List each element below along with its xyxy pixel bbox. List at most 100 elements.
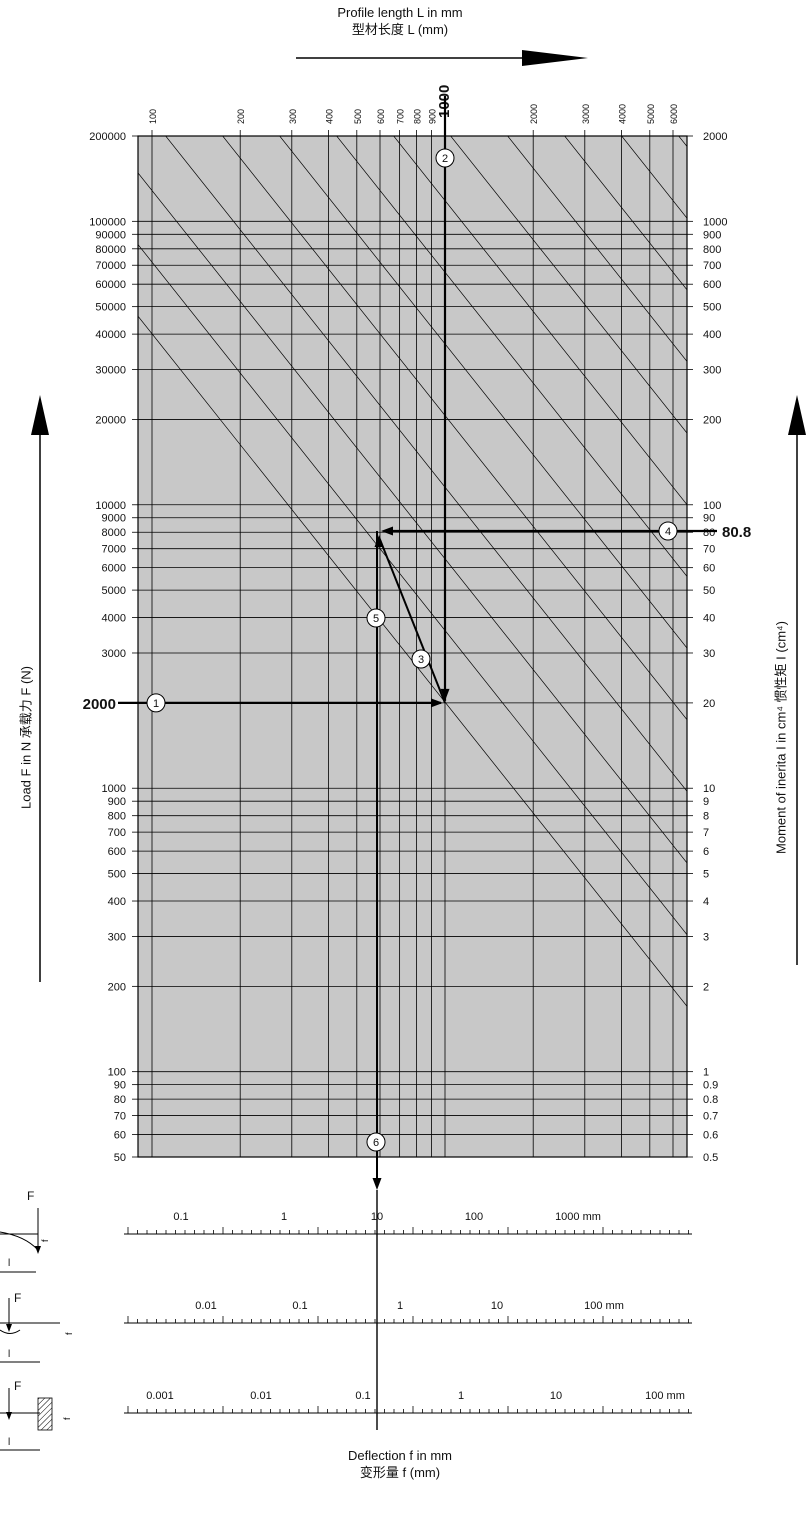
- right-tick-label: 9: [703, 796, 709, 808]
- deflection-scale-label: 1000 mm: [555, 1211, 601, 1223]
- case1-deflection-label: f: [40, 1239, 50, 1242]
- step-marker: [366, 608, 386, 628]
- left-tick-label: 50000: [95, 302, 126, 314]
- right-tick-label: 800: [703, 244, 721, 256]
- step-number: 3: [418, 654, 424, 666]
- right-tick-label: 3: [703, 931, 709, 943]
- case2-deflection-label: f: [64, 1332, 74, 1335]
- left-tick-label: 100000: [89, 216, 126, 228]
- step3-line: [378, 536, 446, 704]
- top-tick-label: 2000: [529, 104, 539, 124]
- deflection-scale-label: 100 mm: [584, 1300, 624, 1312]
- left-tick-label: 100: [108, 1067, 126, 1079]
- top-tick-label: 6000: [669, 104, 679, 124]
- deflection-scale-label: 0.1: [292, 1300, 307, 1312]
- left-tick-label: 300: [108, 931, 126, 943]
- step-marker: [658, 521, 678, 541]
- left-tick-label: 9000: [102, 513, 126, 525]
- bottom-axis-title: Deflection f in mm 变形量 f (mm): [200, 1447, 600, 1481]
- top-tick-label: 900: [428, 109, 438, 124]
- step-number: 4: [665, 526, 671, 538]
- top-tick-label: 800: [413, 109, 423, 124]
- step-marker: [411, 649, 431, 669]
- left-tick-label: 70000: [95, 260, 126, 272]
- left-tick-label: 60000: [95, 279, 126, 291]
- step-marker: [146, 693, 166, 713]
- left-tick-label: 60: [114, 1130, 126, 1142]
- top-tick-label: 5000: [646, 104, 656, 124]
- plot-area: [137, 135, 688, 1158]
- deflection-scale-label: 100 mm: [645, 1390, 685, 1402]
- right-tick-label: 80: [703, 527, 715, 539]
- deflection-scale-label: 10: [371, 1211, 383, 1223]
- case3-deflection-label: f: [62, 1417, 72, 1420]
- right-tick-label: 2000: [703, 131, 727, 143]
- right-tick-label: 400: [703, 329, 721, 341]
- left-tick-label: 8000: [102, 527, 126, 539]
- right-tick-label: 100: [703, 500, 721, 512]
- right-tick-label: 0.6: [703, 1130, 718, 1142]
- deflection-scale-label: 1: [397, 1300, 403, 1312]
- case2-force-label: F: [14, 1291, 21, 1305]
- right-tick-label: 0.8: [703, 1094, 718, 1106]
- top-tick-label: 400: [324, 109, 334, 124]
- top-tick-label: 200: [236, 109, 246, 124]
- right-tick-label: 60: [703, 563, 715, 575]
- right-tick-label: 2: [703, 981, 709, 993]
- left-tick-label: 6000: [102, 563, 126, 575]
- left-tick-label: 5000: [102, 585, 126, 597]
- left-tick-label: 400: [108, 896, 126, 908]
- right-tick-label: 500: [703, 302, 721, 314]
- left-tick-label: 10000: [95, 500, 126, 512]
- right-tick-label: 7: [703, 827, 709, 839]
- step6-arrow: [372, 1178, 382, 1190]
- step-number: 1: [153, 698, 159, 710]
- left-tick-label: 600: [108, 846, 126, 858]
- step-marker: [366, 1132, 386, 1152]
- right-tick-label: 6: [703, 846, 709, 858]
- case3-force-label: F: [14, 1379, 21, 1393]
- inertia-highlight-label: 80.8: [722, 524, 751, 541]
- case2-deflected: [0, 1329, 21, 1334]
- bottom-axis-label-en: Deflection f in mm: [347, 1448, 453, 1463]
- inertia-axis-arrow-head: [788, 395, 806, 435]
- deflection-scale-label: 10: [550, 1390, 562, 1402]
- right-tick-label: 1000: [703, 216, 727, 228]
- top-tick-label: 100: [148, 109, 158, 124]
- top-tick-label: 300: [288, 109, 298, 124]
- right-tick-label: 50: [703, 585, 715, 597]
- case1-deflected: [0, 1231, 39, 1251]
- deflection-lines: [138, 0, 809, 1236]
- left-tick-label: 90000: [95, 229, 126, 241]
- deflection-line: [222, 136, 687, 721]
- left-tick-label: 70: [114, 1111, 126, 1123]
- load-highlight-label: 2000: [83, 696, 116, 713]
- right-tick-label: 90: [703, 513, 715, 525]
- deflection-line: [668, 0, 809, 1236]
- right-tick-label: 900: [703, 229, 721, 241]
- deflection-scale-label: 1: [281, 1211, 287, 1223]
- length-axis-arrow-head: [522, 50, 588, 66]
- right-tick-label: 700: [703, 260, 721, 272]
- deflection-scale-label: 0.001: [146, 1390, 174, 1402]
- deflection-scale-label: 0.1: [173, 1211, 188, 1223]
- left-tick-label: 1000: [102, 783, 126, 795]
- left-tick-label: 700: [108, 827, 126, 839]
- deflection-scale-label: 0.1: [355, 1390, 370, 1402]
- left-tick-label: 80000: [95, 244, 126, 256]
- left-tick-label: 200: [108, 981, 126, 993]
- case3-force-arrow: [6, 1412, 12, 1420]
- left-tick-label: 200000: [89, 131, 126, 143]
- right-tick-label: 200: [703, 414, 721, 426]
- deflection-line: [138, 172, 687, 864]
- deflection-scale-label: 10: [491, 1300, 503, 1312]
- case1-force-label: F: [27, 1189, 34, 1203]
- step-marker: [435, 148, 455, 168]
- deflection-line: [138, 243, 687, 936]
- bottom-axis-label-zh: 变形量 f (mm): [359, 1465, 441, 1480]
- case2-length-label: l: [8, 1349, 10, 1360]
- step-number: 5: [373, 613, 379, 625]
- right-tick-label: 600: [703, 279, 721, 291]
- top-tick-label: 600: [376, 109, 386, 124]
